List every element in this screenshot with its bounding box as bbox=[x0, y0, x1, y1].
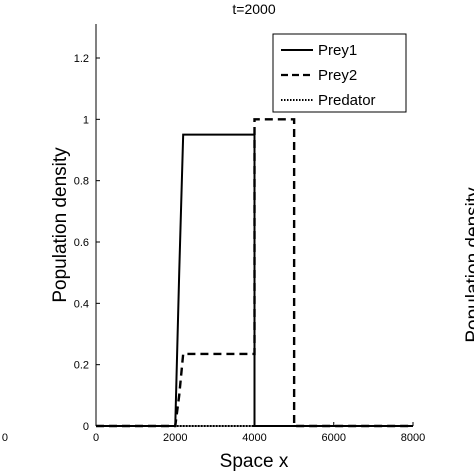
series-line-prey1 bbox=[96, 133, 413, 427]
y-tick-label: 0.2 bbox=[74, 360, 89, 372]
y-tick-label: 1 bbox=[83, 114, 89, 126]
x-tick-label: 6000 bbox=[322, 432, 346, 444]
y-tick-label: 0 bbox=[83, 421, 89, 433]
legend-label-predator: Predator bbox=[318, 92, 376, 109]
x-tick-label: 0 bbox=[93, 432, 99, 444]
x-tick-label: 4000 bbox=[242, 432, 266, 444]
x-tick-label: 8000 bbox=[401, 432, 425, 444]
chart-title: t=2000 bbox=[232, 1, 275, 17]
legend-box bbox=[272, 33, 407, 113]
x-tick-label: 2000 bbox=[163, 432, 187, 444]
y-tick-label: 0.6 bbox=[74, 237, 89, 249]
legend: Prey1 Prey2 Predator bbox=[272, 33, 407, 113]
neighbor-x-tick-label: 0 bbox=[2, 432, 8, 444]
neighbor-y-axis-title: Population density bbox=[463, 187, 474, 343]
y-tick-label: 1.2 bbox=[74, 53, 89, 65]
ticks-group: 0 2000 4000 6000 8000 0 0.2 0.4 0.6 0.8 1 1.2 bbox=[74, 53, 426, 444]
legend-label-prey2: Prey2 bbox=[318, 67, 357, 84]
legend-label-prey1: Prey1 bbox=[318, 42, 357, 59]
y-tick-label: 0.4 bbox=[74, 298, 89, 310]
series-layer bbox=[96, 118, 413, 428]
y-axis-title: Population density bbox=[50, 147, 71, 303]
y-tick-label: 0.8 bbox=[74, 176, 89, 188]
x-axis-title: Space x bbox=[220, 451, 289, 472]
